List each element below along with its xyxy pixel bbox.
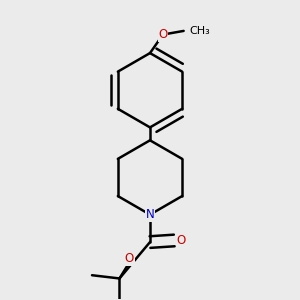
Text: O: O — [158, 28, 168, 41]
Text: CH₃: CH₃ — [190, 26, 210, 36]
Text: N: N — [146, 208, 154, 221]
Text: O: O — [177, 234, 186, 247]
Text: O: O — [124, 252, 134, 265]
